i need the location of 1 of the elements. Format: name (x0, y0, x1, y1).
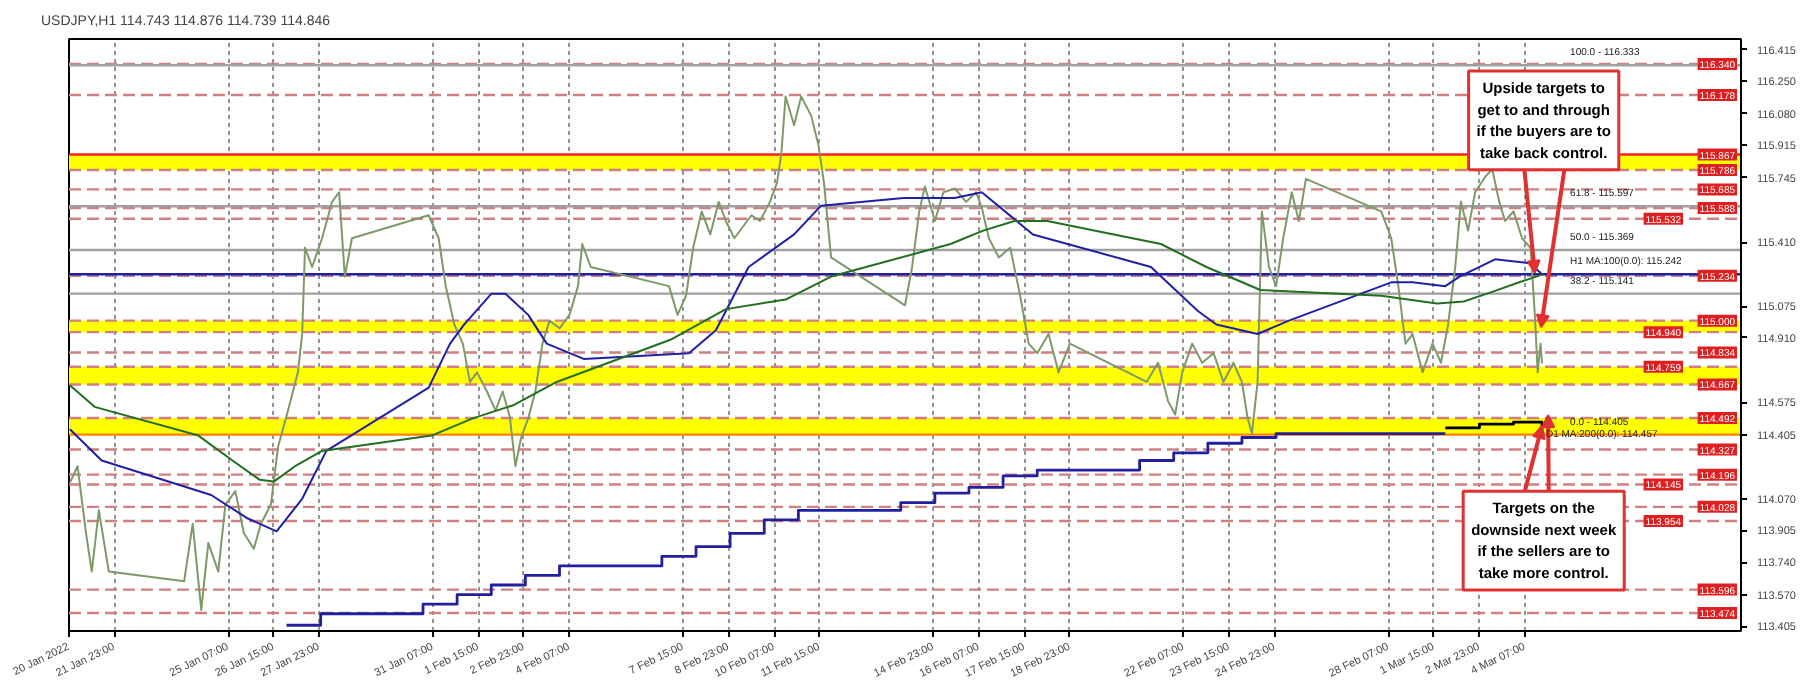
line-series (69, 220, 1543, 483)
